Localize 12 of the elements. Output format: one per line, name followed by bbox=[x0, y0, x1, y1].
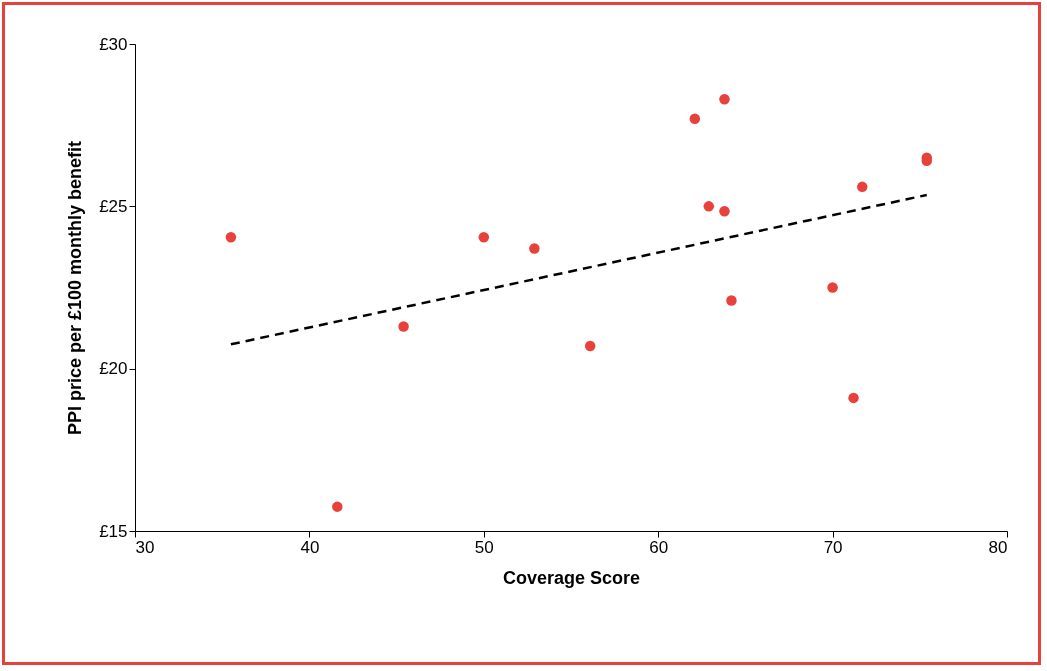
x-tick-label: 30 bbox=[135, 537, 155, 557]
x-tick-label: 70 bbox=[823, 537, 843, 557]
y-tick-label: £25 bbox=[99, 196, 128, 216]
y-tick-label: £20 bbox=[99, 359, 128, 379]
y-tick-label: £15 bbox=[99, 521, 128, 541]
x-tick-label: 80 bbox=[988, 537, 1008, 557]
x-tick-label: 60 bbox=[649, 537, 669, 557]
x-tick-label: 50 bbox=[474, 537, 494, 557]
y-tick-label: £30 bbox=[99, 34, 128, 54]
y-axis-title: PPI price per £100 monthly benefit bbox=[65, 140, 86, 436]
x-axis-title: Coverage Score bbox=[502, 567, 641, 588]
x-tick-label: 40 bbox=[300, 537, 320, 557]
